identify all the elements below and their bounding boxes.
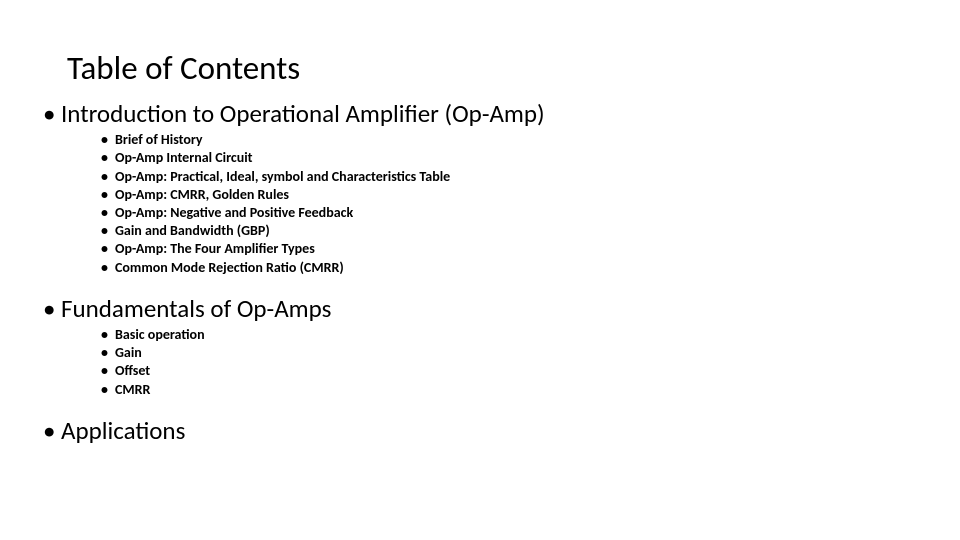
- item-label: CMRR: [115, 381, 150, 399]
- item-label: Op-Amp: CMRR, Golden Rules: [115, 186, 289, 204]
- toc-content: • Introduction to Operational Amplifier …: [43, 98, 545, 462]
- list-item: •CMRR: [101, 381, 545, 399]
- item-label: Offset: [115, 362, 150, 380]
- list-item: •Op-Amp: Negative and Positive Feedback: [101, 204, 545, 222]
- bullet-icon: •: [101, 259, 115, 277]
- section-header: • Applications: [43, 415, 545, 446]
- section-label: Introduction to Operational Amplifier (O…: [61, 98, 545, 129]
- list-item: •Basic operation: [101, 326, 545, 344]
- section-label: Fundamentals of Op-Amps: [61, 293, 331, 324]
- item-label: Op-Amp: Negative and Positive Feedback: [115, 204, 353, 222]
- toc-section: • Introduction to Operational Amplifier …: [43, 98, 545, 277]
- item-label: Brief of History: [115, 131, 203, 149]
- item-label: Op-Amp: The Four Amplifier Types: [115, 240, 315, 258]
- item-label: Gain and Bandwidth (GBP): [115, 222, 270, 240]
- section-header: • Fundamentals of Op-Amps: [43, 293, 545, 324]
- list-item: •Gain: [101, 344, 545, 362]
- sub-list: •Basic operation •Gain •Offset •CMRR: [101, 326, 545, 399]
- bullet-icon: •: [101, 326, 115, 344]
- section-label: Applications: [61, 415, 185, 446]
- item-label: Gain: [115, 344, 142, 362]
- item-label: Op-Amp Internal Circuit: [115, 149, 253, 167]
- list-item: •Op-Amp: The Four Amplifier Types: [101, 240, 545, 258]
- bullet-icon: •: [101, 222, 115, 240]
- list-item: •Op-Amp: CMRR, Golden Rules: [101, 186, 545, 204]
- bullet-icon: •: [101, 240, 115, 258]
- toc-section: • Applications: [43, 415, 545, 446]
- item-label: Basic operation: [115, 326, 205, 344]
- list-item: •Brief of History: [101, 131, 545, 149]
- bullet-icon: •: [43, 293, 61, 324]
- section-header: • Introduction to Operational Amplifier …: [43, 98, 545, 129]
- bullet-icon: •: [101, 186, 115, 204]
- bullet-icon: •: [101, 149, 115, 167]
- bullet-icon: •: [101, 362, 115, 380]
- bullet-icon: •: [101, 381, 115, 399]
- item-label: Op-Amp: Practical, Ideal, symbol and Cha…: [115, 168, 450, 186]
- list-item: •Gain and Bandwidth (GBP): [101, 222, 545, 240]
- slide: Table of Contents • Introduction to Oper…: [0, 0, 960, 540]
- bullet-icon: •: [101, 168, 115, 186]
- page-title: Table of Contents: [67, 48, 300, 88]
- bullet-icon: •: [101, 344, 115, 362]
- item-label: Common Mode Rejection Ratio (CMRR): [115, 259, 344, 277]
- bullet-icon: •: [101, 204, 115, 222]
- sub-list: •Brief of History •Op-Amp Internal Circu…: [101, 131, 545, 277]
- list-item: •Offset: [101, 362, 545, 380]
- bullet-icon: •: [43, 415, 61, 446]
- list-item: •Op-Amp Internal Circuit: [101, 149, 545, 167]
- bullet-icon: •: [101, 131, 115, 149]
- bullet-icon: •: [43, 98, 61, 129]
- list-item: •Common Mode Rejection Ratio (CMRR): [101, 259, 545, 277]
- toc-section: • Fundamentals of Op-Amps •Basic operati…: [43, 293, 545, 399]
- list-item: •Op-Amp: Practical, Ideal, symbol and Ch…: [101, 168, 545, 186]
